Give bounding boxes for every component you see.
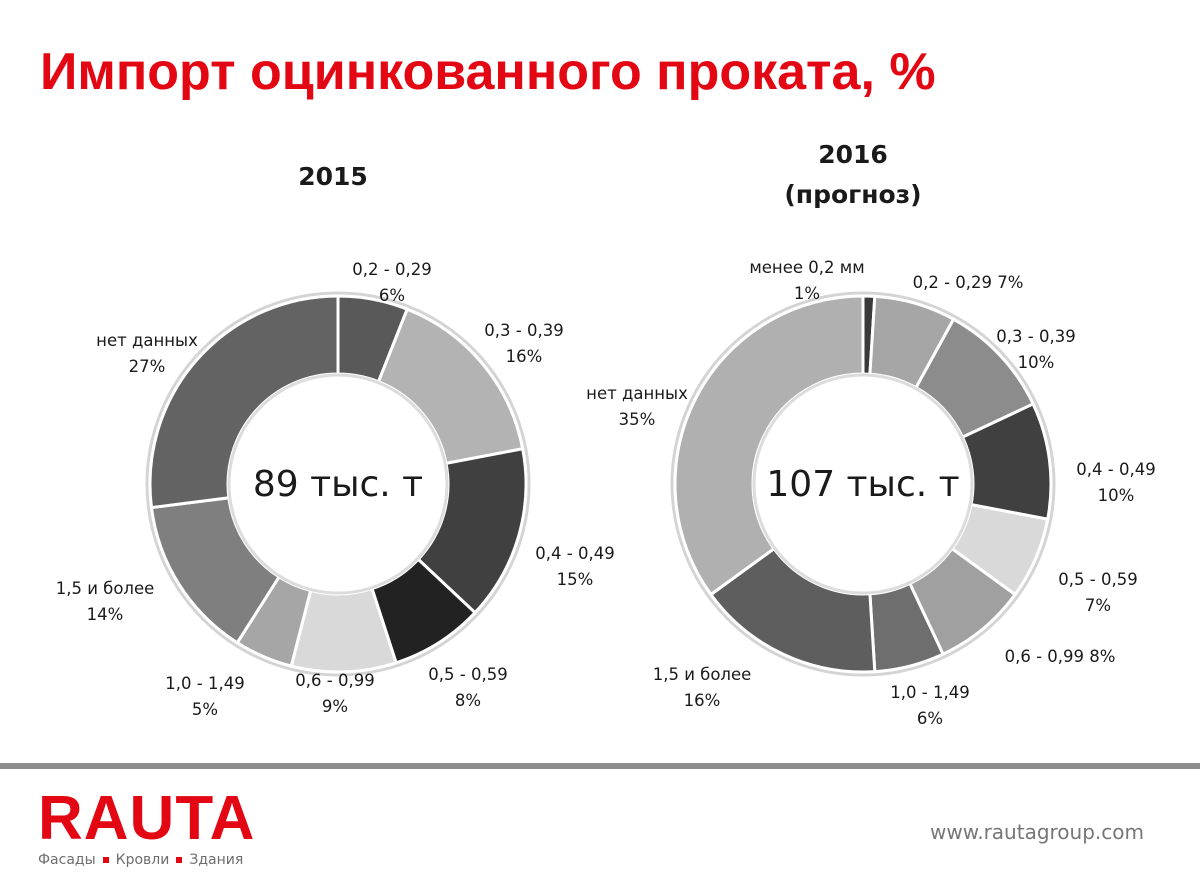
slice-label: 0,4 - 0,49 10% — [1076, 460, 1155, 505]
donut-chart-2015: 0,2 - 0,29 6% 0,3 - 0,39 16% 0,4 - 0,49 15% 0,… — [56, 162, 615, 719]
center-total-label: 89 тыс. т — [253, 464, 423, 505]
website-link[interactable]: www.rautagroup.com — [929, 820, 1144, 844]
slice-label: 0,4 - 0,49 15% — [535, 544, 614, 589]
slice-label: 0,2 - 0,29 7% — [913, 273, 1024, 292]
tagline-separator — [102, 857, 109, 863]
donut-outer-ring — [670, 291, 1056, 677]
slice-label: нет данных 27% — [96, 331, 198, 376]
tagline-separator — [176, 857, 183, 863]
donut-chart-2016: менее 0,2 мм 1% 0,2 - 0,29 7% 0,3 - 0,39 10%… — [586, 140, 1156, 728]
footer-divider — [0, 763, 1200, 769]
chart-title: 2015 — [298, 162, 368, 191]
donut-outer-ring — [145, 291, 531, 677]
slice-label: 0,5 - 0,59 7% — [1058, 570, 1137, 615]
tagline-item: Кровли — [115, 852, 170, 868]
slice-label: 0,6 - 0,99 8% — [1005, 647, 1116, 666]
page-title: Импорт оцинкованного проката, % — [40, 43, 936, 101]
donut-charts: 0,2 - 0,29 6% 0,3 - 0,39 16% 0,4 - 0,49 15% 0,… — [56, 140, 1156, 728]
slice-label: 0,6 - 0,99 9% — [295, 671, 374, 716]
center-total-label: 107 тыс. т — [766, 464, 959, 505]
slice-label: 1,5 и более 14% — [56, 579, 155, 624]
slice-label: 0,3 - 0,39 16% — [484, 321, 563, 366]
slice-label: менее 0,2 мм 1% — [749, 258, 864, 303]
logo-tagline: Фасады Кровли Здания — [38, 852, 255, 868]
rauta-logo: RAUTA Фасады Кровли Здания — [38, 784, 256, 869]
slice-label: нет данных 35% — [586, 384, 688, 429]
donut-hole — [752, 373, 974, 595]
tagline-item: Фасады — [38, 852, 96, 868]
slice-label: 0,3 - 0,39 10% — [996, 327, 1075, 372]
slice-label: 1,0 - 1,49 6% — [890, 683, 969, 728]
tagline-item: Здания — [189, 852, 244, 868]
slice-label: 0,2 - 0,29 6% — [352, 260, 431, 305]
logo-text: RAUTA — [38, 784, 256, 853]
slice-label: 1,5 и более 16% — [653, 665, 752, 710]
chart-title: 2016 — [818, 140, 888, 169]
chart-title: (прогноз) — [784, 180, 921, 209]
slice-label: 0,5 - 0,59 8% — [428, 665, 507, 710]
donut-hole — [227, 373, 449, 595]
slice-label: 1,0 - 1,49 5% — [165, 674, 244, 719]
